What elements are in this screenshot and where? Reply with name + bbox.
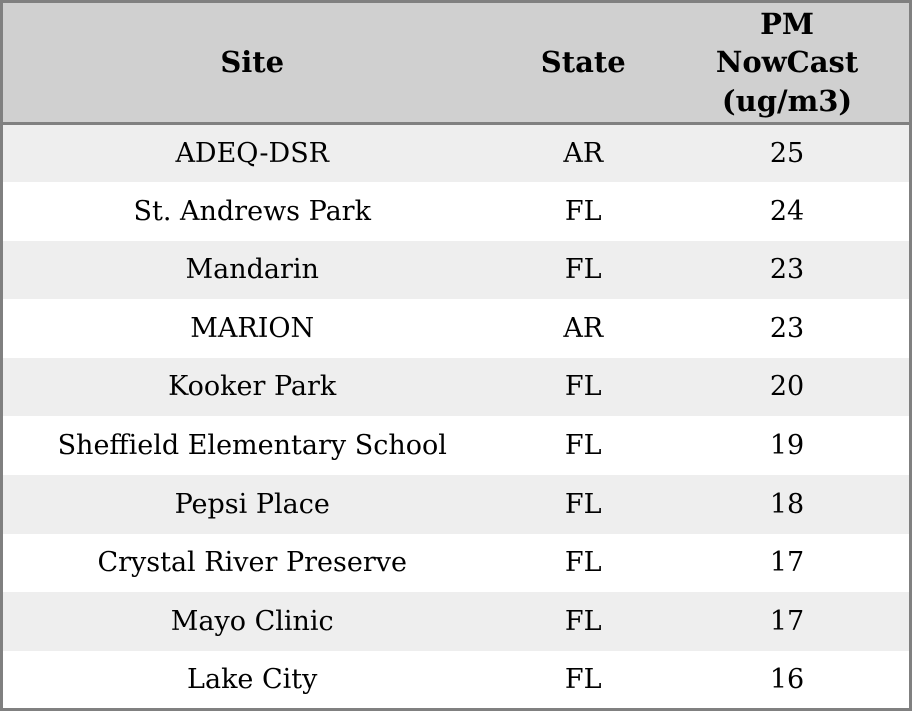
state-cell: FL: [564, 663, 602, 695]
state-cell: FL: [564, 488, 602, 520]
column-header-pm-nowcast-label: PM NowCast (ug/m3): [715, 7, 859, 118]
pm-cell: 17: [769, 605, 805, 637]
pm-cell: 25: [769, 137, 805, 169]
pm-cell: 16: [769, 663, 805, 695]
pm-cell: 24: [769, 195, 805, 227]
table-row: MARION AR 23: [1, 299, 911, 358]
table-row: Pepsi Place FL 18: [1, 475, 911, 534]
site-cell: Mayo Clinic: [170, 605, 334, 637]
state-cell: FL: [564, 547, 602, 579]
site-cell: Lake City: [187, 663, 318, 695]
column-header-site: Site: [1, 1, 502, 125]
table-row: Mayo Clinic FL 17: [1, 592, 911, 651]
site-cell: ADEQ-DSR: [175, 137, 330, 169]
table-row: Mandarin FL 23: [1, 240, 911, 300]
state-cell: FL: [564, 195, 602, 227]
site-cell: Crystal River Preserve: [97, 547, 407, 579]
state-cell: FL: [564, 254, 602, 286]
state-cell: FL: [564, 429, 602, 461]
pm-cell: 19: [769, 429, 805, 461]
table-row: St. Andrews Park FL 24: [1, 182, 911, 241]
pm-cell: 18: [769, 488, 805, 520]
table-row: Sheffield Elementary School FL 19: [1, 416, 911, 476]
pm-cell: 20: [769, 371, 805, 403]
table-row: Lake City FL 16: [1, 650, 911, 710]
site-cell: MARION: [190, 312, 315, 344]
pm-cell: 23: [769, 312, 805, 344]
state-cell: FL: [564, 371, 602, 403]
pm-cell: 17: [769, 547, 805, 579]
state-cell: AR: [563, 137, 604, 169]
column-header-pm-nowcast: PM NowCast (ug/m3): [665, 1, 911, 125]
state-cell: AR: [563, 312, 604, 344]
pm-cell: 23: [769, 254, 805, 286]
table-header: Site State PM NowCast (ug/m3): [1, 1, 911, 125]
site-cell: Sheffield Elementary School: [57, 429, 447, 461]
site-cell: Kooker Park: [168, 371, 337, 403]
site-cell: Mandarin: [185, 254, 319, 286]
site-cell: St. Andrews Park: [133, 195, 371, 227]
table-row: Kooker Park FL 20: [1, 357, 911, 417]
table-body: ADEQ-DSR AR 25 St. Andrews Park FL 24 Ma…: [1, 123, 911, 710]
site-cell: Pepsi Place: [174, 488, 330, 520]
column-header-site-label: Site: [220, 45, 285, 80]
column-header-state: State: [501, 1, 666, 125]
table-row: Crystal River Preserve FL 17: [1, 533, 911, 593]
header-row: Site State PM NowCast (ug/m3): [1, 1, 911, 125]
table-row: ADEQ-DSR AR 25: [1, 123, 911, 183]
column-header-state-label: State: [540, 45, 626, 80]
state-cell: FL: [564, 605, 602, 637]
